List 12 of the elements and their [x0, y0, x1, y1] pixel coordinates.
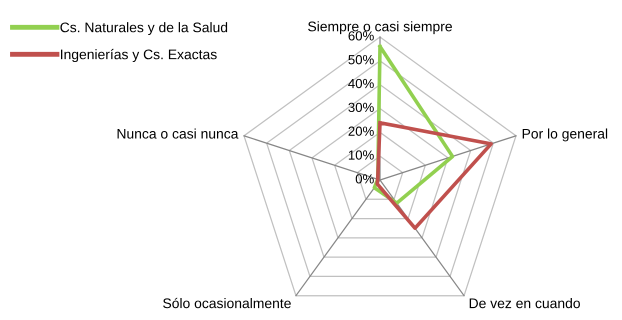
- y-tick-label: 20%: [348, 126, 374, 136]
- spoke-label: Nunca o casi nunca: [118, 128, 238, 139]
- y-tick-label: 40%: [348, 78, 374, 88]
- spoke-label: De vez en cuando: [470, 298, 580, 308]
- y-tick-label: 30%: [348, 102, 374, 112]
- y-tick-label: 0%: [356, 174, 374, 184]
- legend-label: Cs. Naturales y de la Salud: [60, 22, 228, 36]
- y-tick-label: 10%: [348, 150, 374, 160]
- spoke-label: Por lo general: [522, 128, 608, 142]
- y-tick-label: 50%: [348, 55, 374, 64]
- legend-label: Ingenierías y Cs. Exactas: [61, 48, 217, 62]
- spoke-label: Sólo ocasionalmente: [163, 298, 291, 308]
